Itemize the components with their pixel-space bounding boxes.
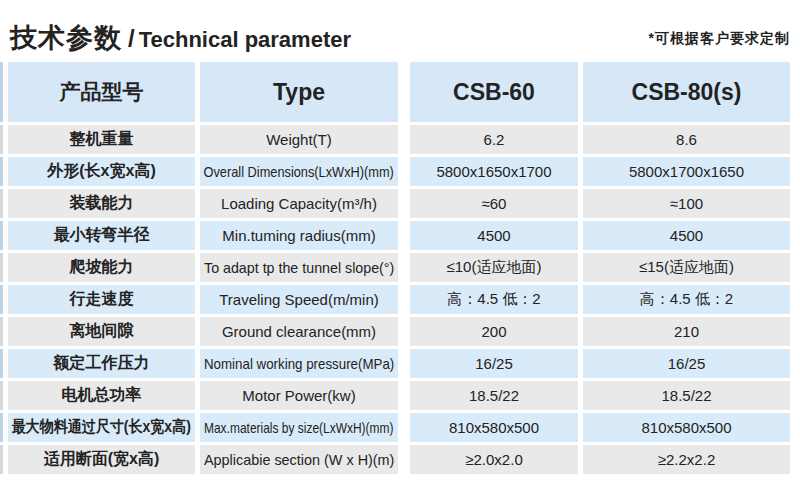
param-name-cn: 额定工作压力 [8,349,195,378]
header-csb-80s-label: CSB-80(s) [632,79,742,106]
param-name-cn: 最大物料通过尺寸(长x宽x高) [8,413,195,442]
param-name-en: Overall Dimensions(LxWxH)(mm) [200,157,398,186]
value-csb-60: 200 [410,317,578,346]
value-csb-60: 16/25 [410,349,578,378]
header-product-model: 产品型号 [8,62,195,122]
table-row-min-turning-radius: 最小转弯半径 Min.tuming radius(mm) 4500 4500 [0,221,790,250]
value-csb-80s: 8.6 [583,125,790,154]
table-row-max-material-size: 最大物料通过尺寸(长x宽x高) Max.materials by size(Lx… [0,413,790,442]
value-csb-60: ≤10(适应地面) [410,253,578,282]
param-name-cn: 外形(长x宽x高) [8,157,195,186]
param-name-en: Ground clearance(mm) [200,317,398,346]
page-title: 技术参数/Technical parameter [10,25,351,52]
value-csb-80s: ≈100 [583,189,790,218]
value-csb-80s: 18.5/22 [583,381,790,410]
table-row-ground-clearance: 离地间隙 Ground clearance(mm) 200 210 [0,317,790,346]
param-name-cn: 离地间隙 [8,317,195,346]
customization-note: *可根据客户要求定制 [649,30,790,52]
table-row-overall-dimensions: 外形(长x宽x高) Overall Dimensions(LxWxH)(mm) … [0,157,790,186]
param-name-cn: 适用断面(宽x高) [8,445,195,474]
value-csb-60: ≈60 [410,189,578,218]
header-product-model-label: 产品型号 [60,78,144,106]
value-csb-80s: ≤15(适应地面) [583,253,790,282]
sheet-header: 技术参数/Technical parameter *可根据客户要求定制 [0,0,800,58]
value-csb-80s: ≥2.2x2.2 [583,445,790,474]
value-csb-80s: 4500 [583,221,790,250]
table-row-working-pressure: 额定工作压力 Nominal working pressure(MPa) 16/… [0,349,790,378]
param-name-cn: 最小转弯半径 [8,221,195,250]
value-csb-60: 6.2 [410,125,578,154]
title-english: Technical parameter [139,27,351,52]
value-csb-60: 5800x1650x1700 [410,157,578,186]
table-header-row: 产品型号 Type CSB-60 CSB-80(s) [0,62,790,122]
value-csb-80s: 16/25 [583,349,790,378]
param-name-en: Min.tuming radius(mm) [200,221,398,250]
row-accent-strip [0,349,3,378]
value-csb-80s: 810x580x500 [583,413,790,442]
value-csb-60: 4500 [410,221,578,250]
value-csb-60: 高：4.5 低：2 [410,285,578,314]
param-name-cn: 行走速度 [8,285,195,314]
table-row-tunnel-slope: 爬坡能力 To adapt tp the tunnel slope(°) ≤10… [0,253,790,282]
header-type-label: Type [273,79,325,106]
param-name-en: Applicabie section (W x H)(m) [200,445,398,474]
table-body: 整机重量 Weight(T) 6.2 8.6 外形(长x宽x高) Overall… [0,125,790,474]
row-accent-strip [0,253,3,282]
row-accent-strip [0,62,3,122]
param-name-cn: 电机总功率 [8,381,195,410]
row-accent-strip [0,413,3,442]
value-csb-80s: 210 [583,317,790,346]
row-accent-strip [0,125,3,154]
table-row-weight: 整机重量 Weight(T) 6.2 8.6 [0,125,790,154]
row-accent-strip [0,221,3,250]
value-csb-60: 18.5/22 [410,381,578,410]
row-accent-strip [0,317,3,346]
param-name-en: To adapt tp the tunnel slope(°) [200,253,398,282]
param-name-en: Loading Capacity(m³/h) [200,189,398,218]
row-accent-strip [0,381,3,410]
header-csb-60-label: CSB-60 [453,79,535,106]
param-name-en: Max.materials by size(LxWxH)(mm) [200,413,398,442]
param-name-en: Traveling Speed(m/min) [200,285,398,314]
param-name-en: Weight(T) [200,125,398,154]
value-csb-80s: 高：4.5 低：2 [583,285,790,314]
header-csb-60: CSB-60 [410,62,578,122]
row-accent-strip [0,285,3,314]
value-csb-60: ≥2.0x2.0 [410,445,578,474]
header-csb-80s: CSB-80(s) [583,62,790,122]
row-accent-strip [0,157,3,186]
table-row-motor-power: 电机总功率 Motor Power(kw) 18.5/22 18.5/22 [0,381,790,410]
param-name-cn: 整机重量 [8,125,195,154]
table-row-applicable-section: 适用断面(宽x高) Applicabie section (W x H)(m) … [0,445,790,474]
spec-table: 产品型号 Type CSB-60 CSB-80(s) 整机重量 Weight(T… [0,62,790,477]
value-csb-80s: 5800x1700x1650 [583,157,790,186]
row-accent-strip [0,189,3,218]
table-row-traveling-speed: 行走速度 Traveling Speed(m/min) 高：4.5 低：2 高：… [0,285,790,314]
row-accent-strip [0,445,3,474]
param-name-cn: 装载能力 [8,189,195,218]
technical-parameter-sheet: 技术参数/Technical parameter *可根据客户要求定制 产品型号… [0,0,800,499]
table-row-loading-capacity: 装载能力 Loading Capacity(m³/h) ≈60 ≈100 [0,189,790,218]
param-name-cn: 爬坡能力 [8,253,195,282]
title-separator: / [128,25,135,52]
value-csb-60: 810x580x500 [410,413,578,442]
param-name-en: Motor Power(kw) [200,381,398,410]
title-chinese: 技术参数 [10,23,122,53]
param-name-en: Nominal working pressure(MPa) [200,349,398,378]
header-type: Type [200,62,398,122]
